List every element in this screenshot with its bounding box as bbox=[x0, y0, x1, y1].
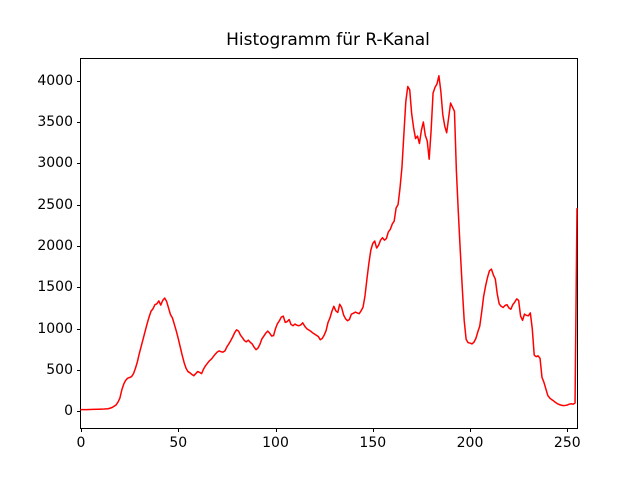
y-tick-label: 500 bbox=[46, 361, 73, 378]
axes: 0 50 100 150 200 250 0 500 1000 1500 2000 2500 3000 3… bbox=[37, 58, 581, 451]
y-axis-tick bbox=[77, 80, 81, 82]
plot-area bbox=[80, 75, 578, 411]
histogram-line bbox=[80, 75, 578, 411]
y-axis-tick bbox=[77, 369, 81, 371]
y-axis-tick bbox=[77, 122, 81, 123]
y-tick-label: 3500 bbox=[37, 114, 73, 130]
y-axis-tick bbox=[77, 287, 81, 289]
x-axis-tick bbox=[567, 428, 569, 432]
x-tick-label: 100 bbox=[262, 435, 289, 451]
y-tick-label: 2000 bbox=[37, 238, 73, 254]
y-tick-label: 3000 bbox=[37, 155, 73, 172]
x-tick-label: 150 bbox=[359, 435, 387, 451]
x-axis-tick bbox=[275, 428, 277, 432]
y-tick-label: 0 bbox=[64, 403, 73, 420]
y-axis-tick bbox=[77, 246, 81, 247]
y-tick-label: 4000 bbox=[37, 72, 73, 89]
y-axis-tick bbox=[77, 163, 81, 165]
x-tick-label: 250 bbox=[553, 435, 581, 451]
y-tick-label: 2500 bbox=[37, 196, 73, 213]
y-tick-label: 1500 bbox=[37, 279, 73, 296]
y-tick-label: 1000 bbox=[37, 320, 73, 337]
x-axis-tick bbox=[81, 428, 82, 432]
x-axis-tick bbox=[470, 428, 471, 432]
x-axis-tick bbox=[372, 428, 374, 432]
x-tick-label: 0 bbox=[76, 435, 86, 451]
chart-title: Histogramm für R-Kanal bbox=[226, 30, 430, 50]
x-tick-label: 50 bbox=[169, 435, 188, 451]
y-axis-tick bbox=[77, 328, 81, 330]
x-axis-tick bbox=[178, 428, 180, 432]
x-tick-label: 200 bbox=[456, 435, 484, 451]
y-axis-tick bbox=[77, 411, 81, 413]
y-axis-tick bbox=[77, 204, 81, 206]
